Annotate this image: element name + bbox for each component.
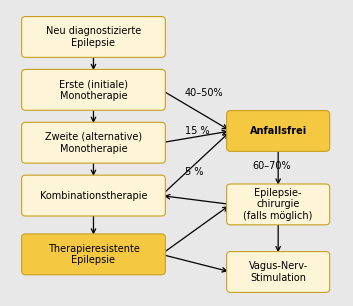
- Text: Anfallsfrei: Anfallsfrei: [250, 126, 307, 136]
- Text: Vagus-Nerv-
Stimulation: Vagus-Nerv- Stimulation: [249, 261, 308, 283]
- Text: Kombinationstherapie: Kombinationstherapie: [40, 191, 147, 201]
- FancyBboxPatch shape: [22, 122, 165, 163]
- Text: Epilepsie-
chirurgie
(falls möglich): Epilepsie- chirurgie (falls möglich): [244, 188, 313, 221]
- FancyBboxPatch shape: [227, 252, 330, 293]
- Text: Therapieresistente
Epilepsie: Therapieresistente Epilepsie: [48, 244, 139, 265]
- FancyBboxPatch shape: [227, 110, 330, 151]
- Text: 40–50%: 40–50%: [185, 88, 223, 98]
- Text: Zweite (alternative)
Monotherapie: Zweite (alternative) Monotherapie: [45, 132, 142, 154]
- Text: 5 %: 5 %: [185, 167, 203, 177]
- FancyBboxPatch shape: [22, 234, 165, 275]
- FancyBboxPatch shape: [22, 17, 165, 58]
- FancyBboxPatch shape: [22, 69, 165, 110]
- Text: Erste (initiale)
Monotherapie: Erste (initiale) Monotherapie: [59, 79, 128, 101]
- FancyBboxPatch shape: [22, 175, 165, 216]
- Text: Neu diagnostizierte
Epilepsie: Neu diagnostizierte Epilepsie: [46, 26, 141, 48]
- Text: 15 %: 15 %: [185, 126, 210, 136]
- FancyBboxPatch shape: [227, 184, 330, 225]
- Text: 60–70%: 60–70%: [253, 161, 291, 171]
